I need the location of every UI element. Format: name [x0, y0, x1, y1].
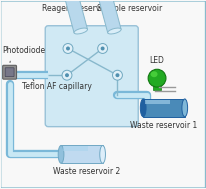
- Ellipse shape: [147, 69, 165, 87]
- Ellipse shape: [107, 28, 121, 34]
- Ellipse shape: [150, 71, 157, 77]
- Bar: [63, 146, 88, 151]
- FancyBboxPatch shape: [1, 1, 205, 188]
- Bar: [143, 99, 184, 117]
- Circle shape: [65, 73, 69, 77]
- Circle shape: [97, 43, 107, 53]
- Text: Photodiode: Photodiode: [3, 46, 46, 55]
- Circle shape: [63, 43, 73, 53]
- Ellipse shape: [74, 28, 87, 34]
- FancyBboxPatch shape: [3, 65, 16, 79]
- Text: Reagent reservoir: Reagent reservoir: [41, 4, 110, 13]
- FancyBboxPatch shape: [45, 26, 138, 127]
- Text: Teflon AF capillary: Teflon AF capillary: [22, 82, 92, 91]
- Circle shape: [100, 46, 104, 50]
- Polygon shape: [64, 0, 87, 33]
- Ellipse shape: [58, 146, 64, 163]
- Bar: [144, 100, 169, 104]
- Text: Sample reservoir: Sample reservoir: [96, 4, 161, 13]
- Text: Waste reservoir 1: Waste reservoir 1: [130, 121, 197, 130]
- Ellipse shape: [181, 99, 187, 117]
- Polygon shape: [97, 0, 121, 33]
- FancyBboxPatch shape: [5, 68, 14, 77]
- Text: LED: LED: [149, 56, 164, 65]
- Ellipse shape: [140, 99, 145, 117]
- Bar: [152, 85, 160, 90]
- Circle shape: [66, 46, 70, 50]
- Circle shape: [115, 73, 119, 77]
- Circle shape: [112, 70, 122, 80]
- Ellipse shape: [99, 146, 105, 163]
- Circle shape: [62, 70, 72, 80]
- Bar: [61, 146, 102, 163]
- Text: Waste reservoir 2: Waste reservoir 2: [53, 167, 120, 176]
